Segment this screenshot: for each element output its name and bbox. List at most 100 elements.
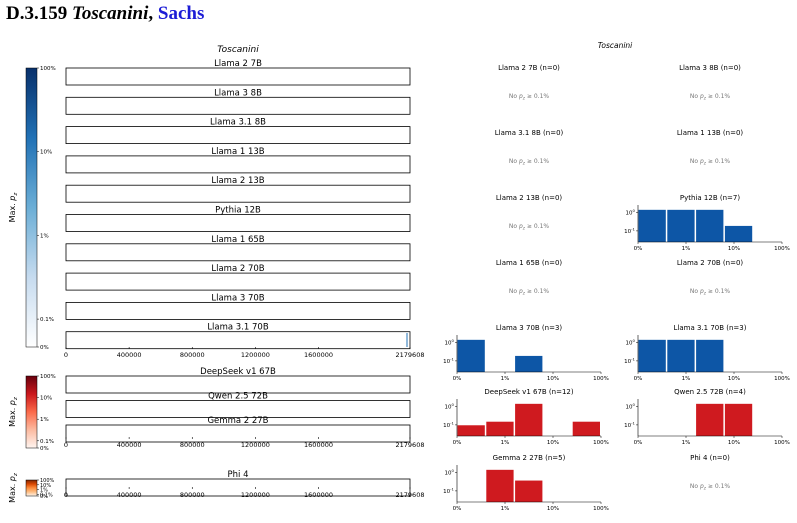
colorbar-tick-label: 0% <box>40 494 48 500</box>
histogram-bar <box>486 421 514 436</box>
x-tick-label: 10% <box>728 246 740 252</box>
y-tick-label: 10-1 <box>443 486 454 494</box>
strip-label-deepseek-v1-67b: DeepSeek v1 67B <box>200 367 276 377</box>
colorbar-tick-label: 10% <box>40 483 51 489</box>
colorbar-axis-label: Max. pz <box>8 192 19 223</box>
panel-title: Gemma 2 27B (n=5) <box>493 454 566 462</box>
histogram-bar <box>667 209 695 242</box>
histogram-bar <box>457 425 485 436</box>
panel-llama-1-65b-n-0: Llama 1 65B (n=0) No pz ≥ 0.1% <box>496 259 563 296</box>
empty-note: No pz ≥ 0.1% <box>690 158 730 166</box>
x-tick-label: 10% <box>728 440 740 446</box>
section-link[interactable]: Sachs <box>157 3 205 24</box>
strip-gemma-2-27b <box>65 424 411 443</box>
x-tick-label: 1% <box>501 376 510 382</box>
histogram-bar <box>486 469 514 502</box>
panel-title: Llama 3 70B (n=3) <box>496 324 563 332</box>
strip-tick-label: 800000 <box>180 351 205 359</box>
panel-title: DeepSeek v1 67B (n=12) <box>484 388 573 396</box>
panel-title: Qwen 2.5 72B (n=4) <box>674 388 746 396</box>
x-tick-label: 100% <box>593 376 609 382</box>
strip-label-gemma-2-27b: Gemma 2 27B <box>207 416 268 426</box>
strip-label-llama-2-13b: Llama 2 13B <box>211 176 264 186</box>
x-tick-label: 0% <box>453 506 462 512</box>
section-number: D.3.159 <box>6 3 68 24</box>
x-tick-label: 1% <box>682 376 691 382</box>
panel-title: Pythia 12B (n=7) <box>680 194 740 202</box>
strip-tick-label: 1600000 <box>304 351 333 359</box>
colorbar-red <box>25 375 38 449</box>
strip-tick-label: 800000 <box>180 491 205 499</box>
strip-tick-label: 0 <box>64 351 68 359</box>
colorbar-tick-label: 0.1% <box>40 317 54 323</box>
x-tick-label: 1% <box>501 506 510 512</box>
strip-group-orange: Phi 4 0 400000 800000 1200000 1600000 2179608 1… <box>8 470 424 503</box>
right-chart-title: Toscanini <box>598 41 633 50</box>
colorbar-tick-label: 10% <box>40 150 52 156</box>
x-tick-label: 1% <box>682 440 691 446</box>
x-tick-label: 0% <box>634 376 643 382</box>
y-tick-label: 100 <box>445 338 455 346</box>
strip-llama-3-1-70b <box>65 331 411 350</box>
colorbar-tick-label: 10% <box>40 396 52 402</box>
panel-llama-3-8b-n-0: Llama 3 8B (n=0) No pz ≥ 0.1% <box>679 64 741 101</box>
y-tick-label: 100 <box>445 402 455 410</box>
y-tick-label: 10-1 <box>443 356 454 364</box>
strip-llama-3-70b <box>65 301 411 320</box>
histogram-bar <box>696 209 724 242</box>
strip-tick-label: 400000 <box>117 351 142 359</box>
panel-title: Phi 4 (n=0) <box>690 454 730 462</box>
strip-tick-label: 400000 <box>117 441 142 449</box>
strip-group-blue: Llama 2 7B Llama 3 8B Llama 3.1 8B Llama 1 … <box>8 59 424 359</box>
y-tick-label: 10-1 <box>624 356 635 364</box>
section-title: Toscanini <box>71 3 149 24</box>
strip-label-llama-1-13b: Llama 1 13B <box>211 147 264 157</box>
empty-note: No pz ≥ 0.1% <box>509 158 549 166</box>
histogram-bar <box>696 403 724 436</box>
strip-deepseek-v1-67b <box>65 375 411 394</box>
empty-note: No pz ≥ 0.1% <box>690 93 730 101</box>
x-tick-label: 100% <box>593 506 609 512</box>
section-separator: , <box>148 3 154 24</box>
histogram-bar <box>724 225 753 242</box>
y-tick-label: 10-1 <box>443 420 454 428</box>
strip-tick-label: 1200000 <box>241 441 270 449</box>
strip-llama-2-70b <box>65 272 411 291</box>
colorbar-tick-label: 0% <box>40 345 49 351</box>
panel-title: Llama 1 65B (n=0) <box>496 259 563 267</box>
strip-label-llama-1-65b: Llama 1 65B <box>211 235 264 245</box>
colorbar-tick-label: 100% <box>40 374 56 380</box>
strip-group-red: DeepSeek v1 67B Qwen 2.5 72B Gemma 2 27B 0 4… <box>8 367 424 452</box>
empty-note: No pz ≥ 0.1% <box>509 288 549 296</box>
x-tick-label: 100% <box>774 246 790 252</box>
strip-llama-3-1-8b <box>65 126 411 144</box>
colorbar-tick-label: 100% <box>40 66 56 72</box>
strip-llama-3-8b <box>65 96 411 115</box>
histogram-bar <box>667 339 695 372</box>
strip-label-pythia-12b: Pythia 12B <box>215 206 261 216</box>
empty-note: No pz ≥ 0.1% <box>509 223 549 231</box>
strip-llama-1-65b <box>65 243 411 262</box>
strip-tick-label: 1600000 <box>304 491 333 499</box>
strip-label-llama-2-7b: Llama 2 7B <box>214 59 262 69</box>
colorbar-tick-label: 1% <box>40 233 49 239</box>
panel-llama-2-13b-n-0: Llama 2 13B (n=0) No pz ≥ 0.1% <box>496 194 563 231</box>
panel-gemma-2-27b-n-5: Gemma 2 27B (n=5) 0% 1% 10% 100% 100 10-1 <box>443 454 609 512</box>
panel-llama-3-1-8b-n-0: Llama 3.1 8B (n=0) No pz ≥ 0.1% <box>495 129 564 166</box>
strip-tick-label: 400000 <box>117 491 142 499</box>
strip-label-llama-2-70b: Llama 2 70B <box>211 264 264 274</box>
strip-tick-label: 800000 <box>180 441 205 449</box>
y-tick-label: 100 <box>445 468 455 476</box>
strip-llama-2-7b <box>65 67 411 86</box>
histogram-bar <box>724 403 753 436</box>
strip-label-qwen-2-5-72b: Qwen 2.5 72B <box>208 392 268 402</box>
histogram-bar <box>696 339 724 372</box>
x-tick-label: 0% <box>453 440 462 446</box>
panel-llama-3-70b-n-3: Llama 3 70B (n=3) 0% 1% 10% 100% 100 10-1 <box>443 324 609 382</box>
strip-tick-label: 2179608 <box>396 441 425 449</box>
panel-title: Llama 2 70B (n=0) <box>677 259 744 267</box>
panel-llama-2-7b-n-0: Llama 2 7B (n=0) No pz ≥ 0.1% <box>498 64 560 101</box>
colorbar-tick-label: 1% <box>40 488 48 494</box>
colorbar-tick-label: 0% <box>40 446 49 452</box>
